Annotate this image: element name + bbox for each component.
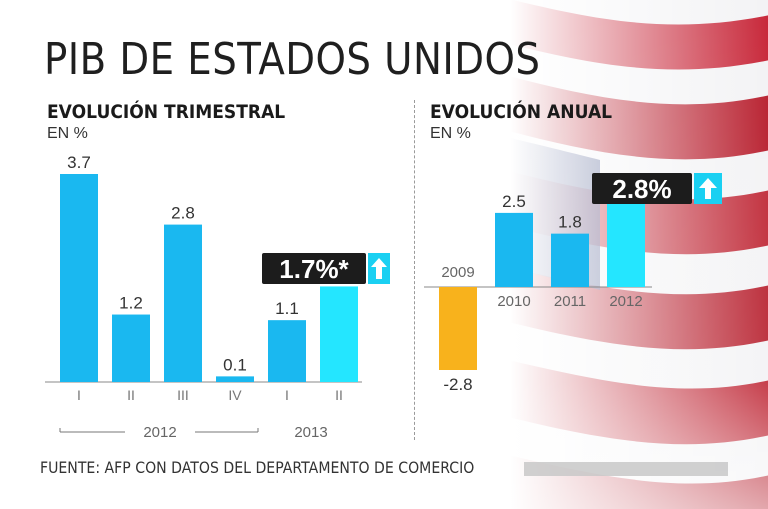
annual-subtitle: EVOLUCIÓN ANUAL bbox=[430, 101, 613, 123]
quarterly-bar-6 bbox=[320, 286, 358, 382]
quarterly-value-label-2: 1.2 bbox=[119, 294, 143, 313]
page-title: PIB DE ESTADOS UNIDOS bbox=[44, 34, 541, 85]
quarterly-badge: 1.7%* bbox=[262, 253, 390, 284]
section-divider bbox=[414, 100, 415, 440]
quarterly-category-label-4: IV bbox=[228, 387, 242, 403]
quarterly-value-label-4: 0.1 bbox=[223, 355, 247, 374]
quarterly-value-label-1: 3.7 bbox=[67, 153, 91, 172]
annual-bar-2009 bbox=[439, 287, 477, 370]
source-decor-bar bbox=[524, 462, 728, 476]
annual-badge-box bbox=[592, 173, 692, 204]
quarterly-badge-box bbox=[262, 253, 366, 284]
quarterly-bar-2 bbox=[112, 314, 150, 382]
quarterly-subtitle: EVOLUCIÓN TRIMESTRAL bbox=[47, 101, 286, 123]
quarterly-value-label-5: 1.1 bbox=[275, 299, 299, 318]
annual-badge: 2.8% bbox=[592, 173, 722, 204]
quarterly-category-label-1: I bbox=[77, 387, 81, 403]
annual-category-label-2012: 2012 bbox=[609, 293, 642, 310]
quarterly-bar-4 bbox=[216, 376, 254, 382]
annual-value-label-2011: 1.8 bbox=[558, 213, 582, 232]
annual-unit: EN % bbox=[430, 125, 471, 142]
quarterly-bar-5 bbox=[268, 320, 306, 382]
quarterly-value-label-3: 2.8 bbox=[171, 204, 195, 223]
quarterly-category-label-2: II bbox=[127, 387, 135, 403]
up-arrow-icon bbox=[371, 258, 387, 279]
annual-value-label-2010: 2.5 bbox=[502, 192, 526, 211]
annual-badge-text: 2.8% bbox=[612, 174, 671, 204]
quarterly-category-label-3: III bbox=[177, 387, 189, 403]
quarterly-badge-text: 1.7%* bbox=[279, 254, 349, 284]
quarterly-bar-3 bbox=[164, 224, 202, 382]
annual-category-label-2010: 2010 bbox=[497, 293, 530, 310]
annual-bar-2011 bbox=[551, 233, 589, 287]
quarterly-bar-1 bbox=[60, 174, 98, 382]
annual-bar-2010 bbox=[495, 212, 533, 287]
annual-bar-2012 bbox=[607, 204, 645, 287]
up-arrow-icon bbox=[699, 178, 717, 199]
quarterly-category-label-6: II bbox=[335, 387, 343, 403]
annual-category-label-2011: 2011 bbox=[554, 293, 586, 310]
year-group-2012: 2012 bbox=[59, 424, 259, 441]
year-label-2013: 2013 bbox=[294, 424, 327, 441]
quarterly-category-label-5: I bbox=[285, 387, 289, 403]
source-note: FUENTE: AFP CON DATOS DEL DEPARTAMENTO D… bbox=[40, 458, 475, 477]
year-label-2012: 2012 bbox=[143, 424, 176, 441]
quarterly-unit: EN % bbox=[47, 125, 88, 142]
annual-value-label-2009: -2.8 bbox=[443, 375, 472, 394]
annual-category-label-2009: 2009 bbox=[441, 264, 474, 281]
